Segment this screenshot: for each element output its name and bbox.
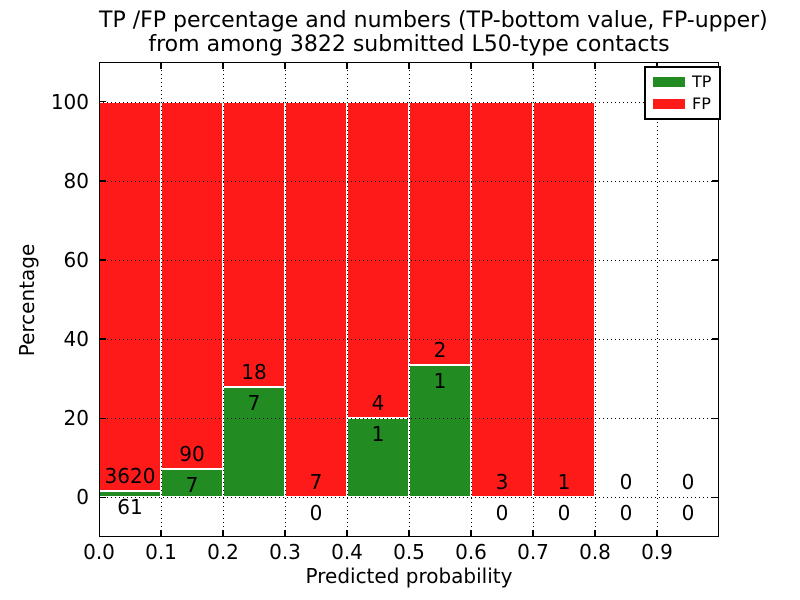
x-tick [160,530,162,537]
fp-bar [471,101,533,498]
x-tick-top [594,62,596,69]
x-tick-label: 0.3 [269,540,301,564]
x-tick-label: 0.1 [145,540,177,564]
tp-count-label: 0 [681,501,695,526]
fp-legend-swatch [653,99,685,109]
tp-count-label: 0 [557,501,571,526]
y-tick-right [712,417,719,419]
chart-title-line2: from among 3822 submitted L50-type conta… [148,32,670,57]
fp-bar [409,101,471,366]
chart-title-line1: TP /FP percentage and numbers (TP-bottom… [99,8,768,33]
tp-count-label: 61 [117,494,143,519]
y-tick-right [712,259,719,261]
y-tick-right [712,496,719,499]
x-tick-label: 0.0 [83,540,115,564]
tp-count-label: 0 [309,501,323,526]
x-tick-label: 0.5 [393,540,425,564]
x-tick-label: 0.9 [641,540,673,564]
gridline-v [347,62,348,537]
plot-area: 3620 61 90 7 18 7 7 0 4 1 2 1 3 0 1 0 0 0 0 0 [99,62,719,537]
fp-bar [223,101,285,387]
fp-count-label: 0 [619,470,633,495]
x-tick [284,530,286,537]
x-tick-label: 0.4 [331,540,363,564]
x-tick-top [222,62,224,69]
y-tick-label: 80 [63,168,89,193]
y-tick [99,180,106,182]
gridline-v [595,62,596,537]
y-tick-right [712,180,719,182]
tp-bar [347,418,409,498]
x-tick-label: 0.2 [207,540,239,564]
x-tick-top [408,62,410,69]
x-tick-top [160,62,162,69]
x-tick-label: 0.6 [455,540,487,564]
fp-count-label: 4 [371,391,385,416]
legend: TP FP [644,66,722,120]
x-tick-top [656,62,658,69]
y-tick-label: 20 [63,406,89,431]
x-tick [346,530,348,537]
y-axis-label: Percentage [15,243,39,357]
tp-count-label: 1 [371,422,385,447]
x-tick-label: 0.7 [517,540,549,564]
y-tick-right [712,338,719,340]
tp-count-label: 1 [433,369,447,394]
y-tick-label: 0 [76,485,89,510]
gridline-v [409,62,410,537]
fp-bar [533,101,595,498]
y-tick [99,259,106,261]
fp-count-label: 1 [557,470,571,495]
fp-bar [99,101,161,491]
y-tick [99,100,106,103]
x-tick [594,530,596,537]
tp-count-label: 7 [247,390,261,415]
fp-count-label: 3620 [104,463,156,488]
tp-count-label: 7 [185,472,199,497]
gridline-v [471,62,472,537]
x-tick [470,530,472,537]
legend-item-tp: TP [653,73,711,91]
y-tick-label: 100 [50,89,89,114]
fp-legend-label: FP [692,94,711,113]
chart-title: TP /FP percentage and numbers (TP-bottom… [99,8,768,57]
x-tick [408,530,410,537]
fp-count-label: 7 [309,470,323,495]
gridline-v [657,62,658,537]
gridline-v [161,62,162,537]
x-tick-label: 0.8 [579,540,611,564]
gridline-v [533,62,534,537]
tp-legend-swatch [653,77,685,87]
x-tick-top [284,62,286,69]
x-tick [222,530,224,537]
y-tick-label: 60 [63,247,89,272]
gridline-v [285,62,286,537]
fp-bar [161,101,223,469]
fp-count-label: 18 [241,359,267,384]
tp-bar [161,468,223,498]
legend-item-fp: FP [653,95,711,113]
y-tick [99,338,106,340]
x-tick [532,530,534,537]
fp-count-label: 2 [433,338,447,363]
y-tick [99,417,106,419]
x-tick-top [470,62,472,69]
tp-count-label: 0 [619,501,633,526]
x-tick [656,530,658,537]
x-axis-label: Predicted probability [305,564,513,588]
tp-count-label: 0 [495,501,509,526]
fp-bar [285,101,347,498]
fp-count-label: 90 [179,441,205,466]
y-tick-label: 40 [63,327,89,352]
x-tick-top [346,62,348,69]
y-tick [99,496,106,499]
x-tick-top [532,62,534,69]
fp-count-label: 3 [495,470,509,495]
tp-legend-label: TP [692,72,712,91]
fp-count-label: 0 [681,470,695,495]
gridline-v [223,62,224,537]
